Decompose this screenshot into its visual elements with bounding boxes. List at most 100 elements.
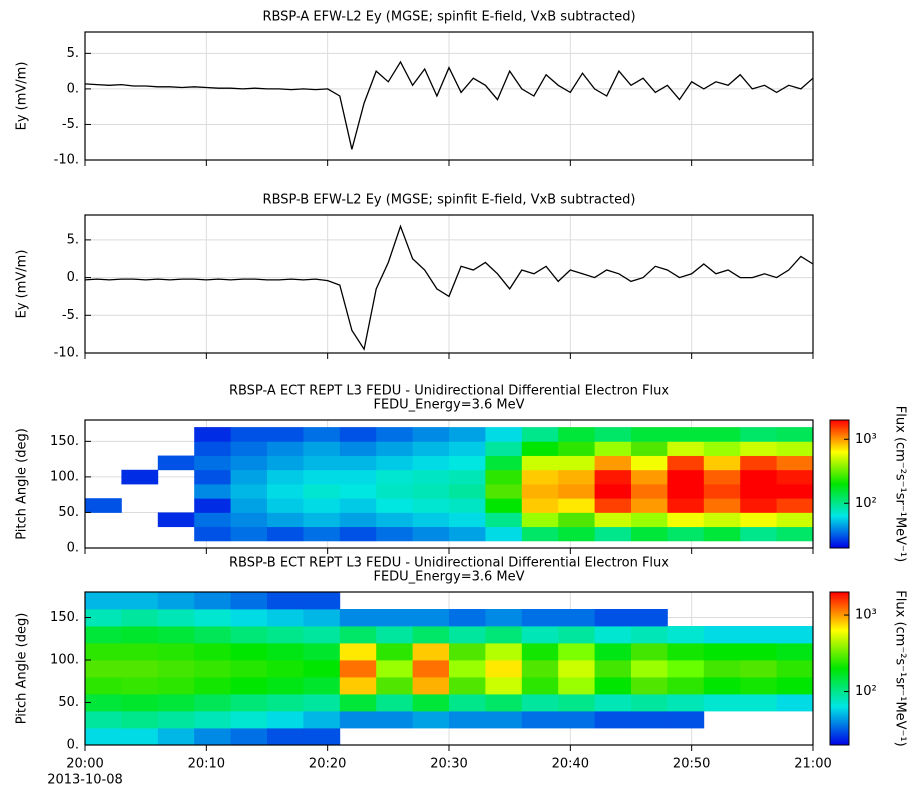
flux-cell (412, 677, 450, 695)
flux-cell (667, 512, 705, 528)
flux-cell (339, 484, 377, 499)
flux-cell (194, 484, 231, 499)
flux-cell (740, 643, 777, 661)
flux-cell (157, 694, 195, 712)
flux-cell (776, 677, 814, 695)
flux-cell (267, 427, 304, 442)
x-tick-label: 20:10 (188, 757, 225, 772)
flux-cell (194, 711, 231, 729)
flux-cell (558, 512, 595, 528)
flux-cell (412, 626, 450, 644)
flux-cell (521, 660, 559, 678)
flux-cell (594, 694, 632, 712)
flux-cell (85, 498, 122, 513)
flux-cell (303, 484, 341, 499)
flux-cell (594, 427, 632, 442)
flux-cell (376, 609, 413, 627)
flux-cell (740, 469, 777, 485)
flux-cell (157, 643, 195, 661)
flux-cell (121, 626, 159, 644)
flux-cell (740, 626, 777, 644)
flux-cell (485, 427, 523, 442)
y-axis-label: Ey (mV/m) (15, 250, 30, 319)
flux-cell (376, 441, 413, 456)
flux-cell (376, 526, 413, 542)
flux-cell (631, 626, 668, 644)
flux-cell (594, 526, 632, 542)
y-tick-label: -10. (54, 346, 79, 361)
flux-cell (776, 498, 814, 513)
flux-cell (194, 512, 231, 528)
flux-cell (230, 526, 268, 542)
flux-cell (740, 660, 777, 678)
flux-cell (631, 711, 668, 729)
y-axis-label: Pitch Angle (deg) (15, 613, 30, 725)
flux-cell (449, 711, 486, 729)
flux-cell (230, 626, 268, 644)
flux-cell (85, 592, 122, 610)
flux-cell (776, 469, 814, 485)
flux-cell (449, 526, 486, 542)
flux-cell (521, 694, 559, 712)
y-tick-label: 0. (67, 81, 79, 96)
flux-cell (339, 694, 377, 712)
flux-cell (594, 469, 632, 485)
flux-cell (339, 643, 377, 661)
flux-cell (521, 526, 559, 542)
colorbar-label: Flux (cm⁻²s⁻¹sr⁻¹MeV⁻¹) (893, 590, 908, 746)
flux-cell (303, 609, 341, 627)
flux-cell (194, 660, 231, 678)
flux-cell (412, 455, 450, 471)
flux-cell (449, 427, 486, 442)
flux-cell (267, 609, 304, 627)
y-tick-label: 50. (58, 505, 79, 520)
flux-cell (194, 455, 231, 471)
x-tick-label: 21:00 (794, 757, 831, 772)
y-tick-label: 150. (50, 610, 79, 625)
colorbar-label: Flux (cm⁻²s⁻¹sr⁻¹MeV⁻¹) (893, 406, 908, 562)
flux-cell (121, 728, 159, 746)
flux-cell (667, 498, 705, 513)
flux-cell (740, 694, 777, 712)
flux-cell (339, 441, 377, 456)
colorbar (829, 419, 850, 549)
flux-cell (594, 455, 632, 471)
flux-cell (303, 469, 341, 485)
flux-cell (594, 711, 632, 729)
flux-cell (485, 626, 523, 644)
flux-cell (303, 498, 341, 513)
flux-cell (631, 694, 668, 712)
flux-cell (376, 498, 413, 513)
flux-cell (267, 469, 304, 485)
flux-cell (412, 643, 450, 661)
y-tick-label: -5. (62, 308, 79, 323)
flux-cell (558, 677, 595, 695)
flux-cell (376, 512, 413, 528)
flux-cell (594, 609, 632, 627)
flux-cell (449, 677, 486, 695)
flux-cell (121, 711, 159, 729)
panel-subtitle: FEDU_Energy=3.6 MeV (373, 398, 524, 413)
flux-cell (230, 711, 268, 729)
flux-cell (667, 660, 705, 678)
flux-cell (558, 626, 595, 644)
flux-cell (230, 694, 268, 712)
flux-cell (157, 728, 195, 746)
flux-cell (667, 694, 705, 712)
flux-cell (594, 484, 632, 499)
flux-cell (485, 512, 523, 528)
flux-cell (703, 643, 741, 661)
flux-cell (339, 526, 377, 542)
flux-cell (449, 484, 486, 499)
x-tick-label: 20:20 (309, 757, 346, 772)
flux-cell (667, 526, 705, 542)
panel-subtitle: FEDU_Energy=3.6 MeV (373, 570, 524, 585)
flux-cell (631, 526, 668, 542)
y-tick-label: 0. (67, 541, 79, 556)
flux-cell (194, 498, 231, 513)
flux-cell (376, 455, 413, 471)
flux-cell (485, 441, 523, 456)
flux-cell (667, 469, 705, 485)
flux-cell (667, 427, 705, 442)
flux-cell (157, 626, 195, 644)
